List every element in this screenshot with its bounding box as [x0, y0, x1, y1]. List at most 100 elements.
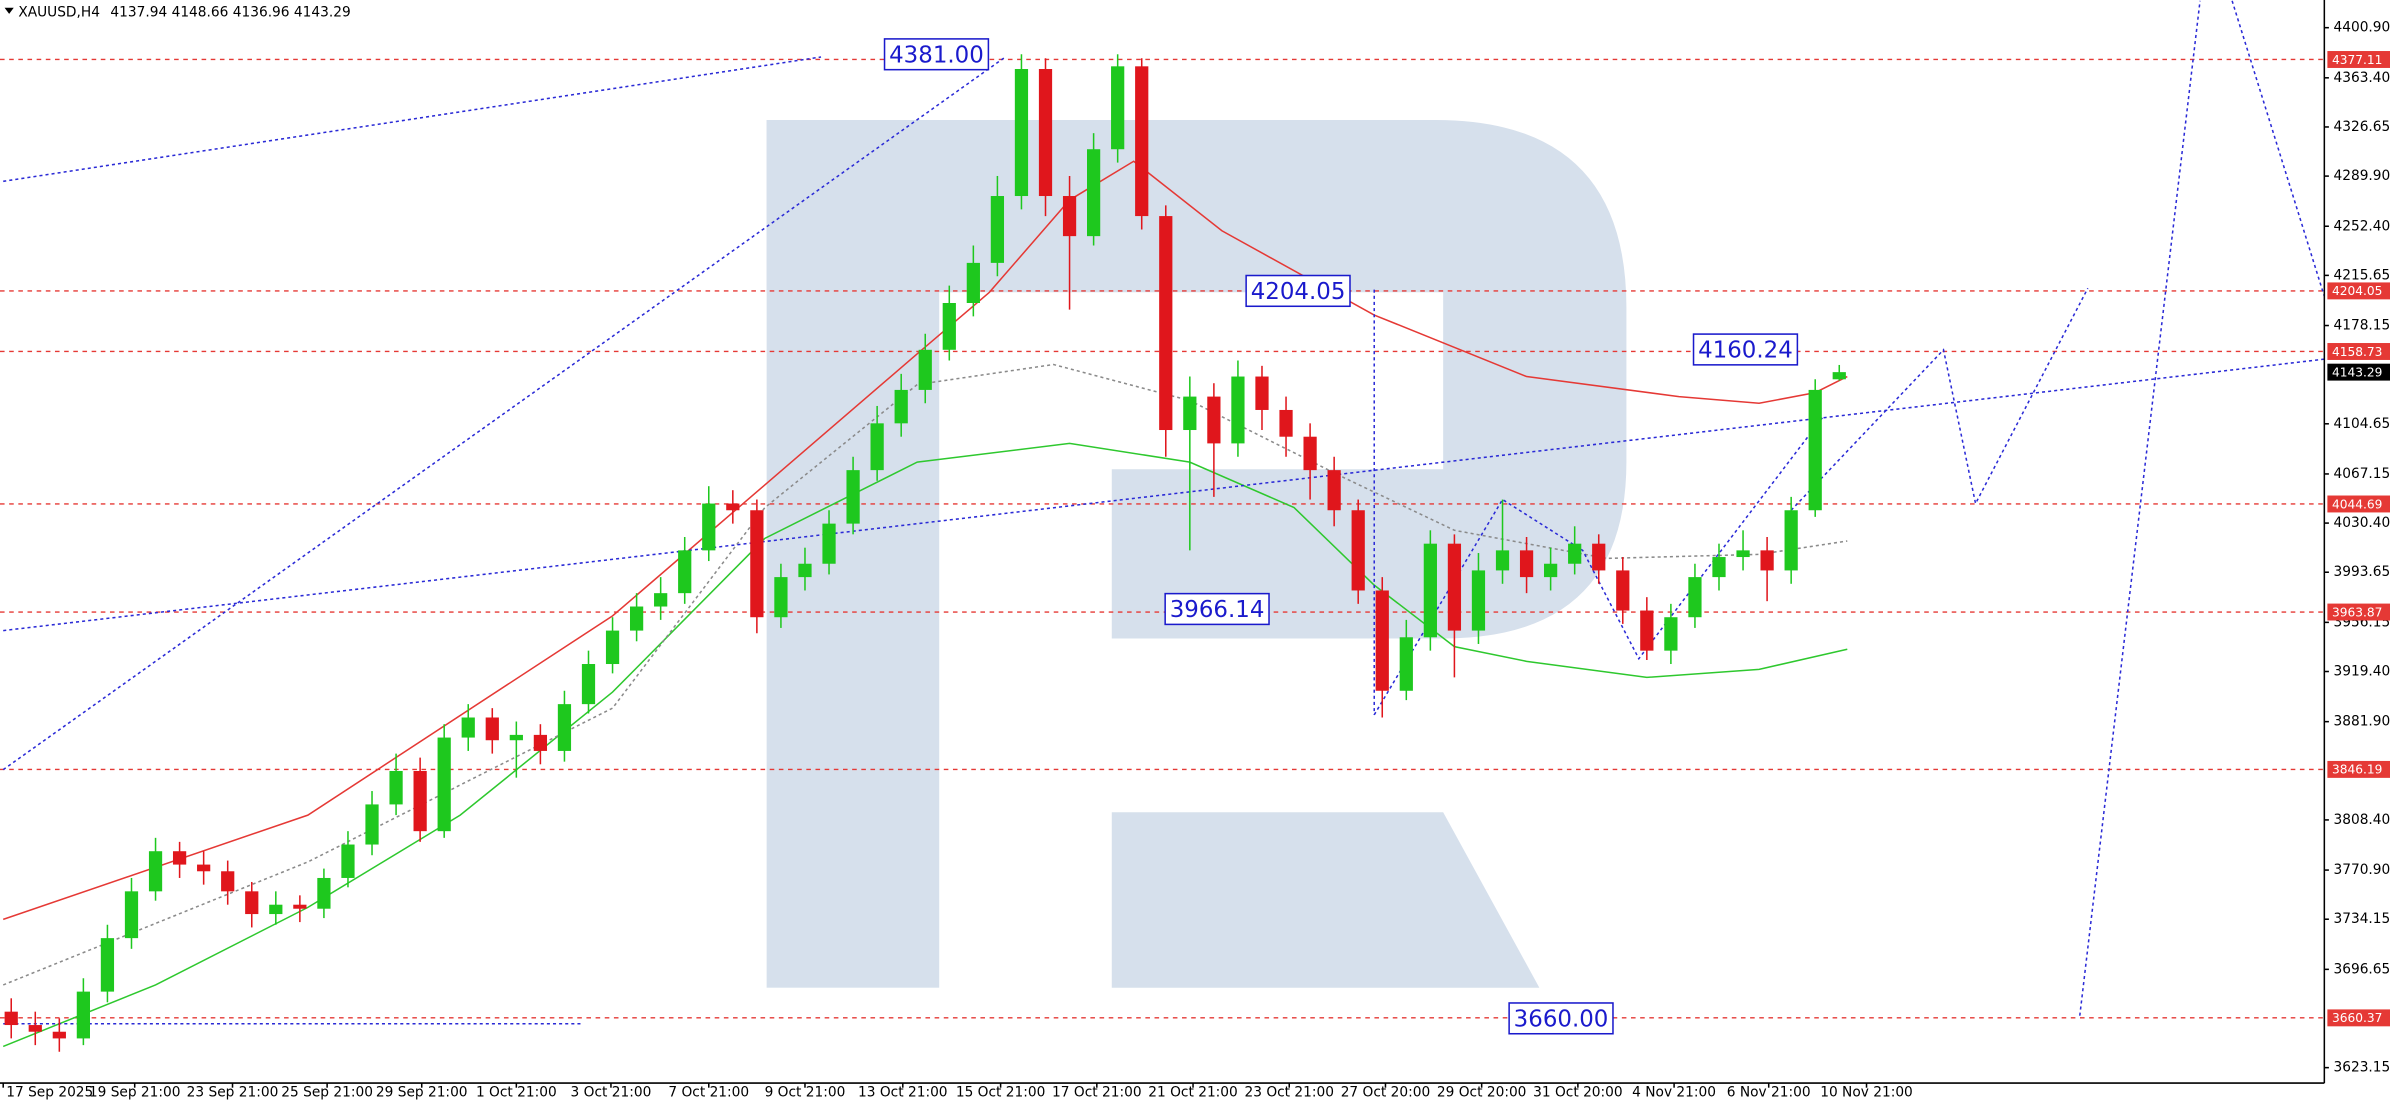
level-tag [2327, 1009, 2390, 1027]
plot-lines [0, 58, 2325, 1019]
y-tick-label: 3808.40 [2333, 812, 2390, 828]
x-tick-label: 23 Sep 21:00 [187, 1084, 279, 1100]
candle-body [1808, 389, 1822, 511]
candle-body [1832, 372, 1846, 380]
candle-body [1423, 543, 1437, 638]
candle-body [1159, 216, 1173, 431]
candle-body [870, 423, 884, 471]
axes: 4400.90 4363.40 4326.65 4289.90 4252.40 4215.… [2, 20, 2390, 1100]
candle-body [365, 804, 379, 845]
candle-body [629, 606, 644, 631]
candle-body [317, 877, 331, 909]
annotations: 4381.00 4204.05 4160.24 3966.14 3660.00 [883, 38, 1799, 1035]
y-tick-label: 3770.90 [2333, 862, 2390, 878]
candle-body [509, 734, 523, 741]
x-tick-label: 21 Oct 21:00 [1148, 1084, 1238, 1100]
symbol: XAUUSD,H4 [18, 4, 100, 20]
candle-body [1111, 66, 1125, 150]
level-label: 4158.73 [2332, 345, 2382, 359]
x-tick-label: 25 Sep 21:00 [281, 1084, 373, 1100]
annotation-label: 4204.05 [1251, 279, 1346, 305]
candle-body [654, 593, 668, 607]
candle-body [100, 938, 115, 992]
trend-line [2231, 0, 2325, 297]
watermark-leg [1111, 812, 1540, 988]
x-tick-label: 27 Oct 20:00 [1341, 1084, 1431, 1100]
candle-body [581, 664, 596, 705]
candle-body [172, 851, 187, 865]
y-tick-label: 4400.90 [2333, 20, 2390, 36]
price-tag-label: 4143.29 [2332, 365, 2382, 379]
candle-body [942, 302, 956, 350]
candle-body [822, 523, 836, 564]
level-label: 4204.05 [2332, 284, 2382, 298]
annotation-box [883, 38, 990, 71]
candle-body [197, 864, 211, 872]
annotation-box [1164, 592, 1270, 626]
candle-body [1736, 550, 1750, 558]
x-tick-label: 29 Oct 20:00 [1437, 1084, 1527, 1100]
candle-body [1640, 610, 1654, 651]
candle-body [1279, 409, 1293, 437]
candle-body [124, 891, 139, 939]
price-axis-bg [2324, 0, 2390, 1100]
level-label: 3660.37 [2332, 1011, 2382, 1025]
candle-body [1664, 617, 1678, 651]
candle-body [389, 770, 403, 805]
candle-body [437, 737, 451, 832]
plot [2, 0, 2325, 1052]
candle-body [1616, 570, 1630, 611]
candle-body [52, 1031, 66, 1039]
trend-line [2, 56, 1006, 771]
candle-body [894, 389, 908, 424]
y-tick-label: 4252.40 [2333, 218, 2390, 234]
x-tick-label: 17 Oct 21:00 [1052, 1084, 1142, 1100]
x-tick-label: 19 Sep 21:00 [89, 1084, 181, 1100]
candle-body [1207, 396, 1221, 444]
candle-body [269, 904, 283, 915]
y-tick-label: 3734.15 [2333, 911, 2390, 927]
header: XAUUSD,H4 4137.94 4148.66 4136.96 4143.2… [18, 4, 350, 20]
level-tag [2327, 282, 2390, 300]
candle-body [76, 991, 90, 1039]
candle-body [1062, 196, 1077, 237]
y-tick-label: 4326.65 [2333, 119, 2390, 135]
annotation-label: 3660.00 [1514, 1006, 1609, 1032]
level-tag [2327, 495, 2390, 513]
level-tag [2327, 343, 2390, 360]
candle-body [1014, 68, 1029, 197]
y-tick-label: 4363.40 [2333, 70, 2390, 86]
x-tick-label: 1 Oct 21:00 [476, 1084, 557, 1100]
moving-average [2, 160, 1848, 921]
candle-body [485, 717, 499, 741]
y-tick-label: 4178.15 [2333, 317, 2390, 333]
trend-line [1790, 287, 2089, 511]
candle-body [1519, 550, 1534, 578]
candle-body [918, 349, 932, 390]
candle-body [726, 503, 740, 511]
candle-body [221, 871, 235, 892]
x-tick-label: 7 Oct 21:00 [668, 1084, 749, 1100]
y-tick-label: 4215.65 [2333, 267, 2390, 283]
level-tag [2327, 51, 2390, 68]
candle-body [1087, 149, 1101, 237]
candle-body [678, 550, 692, 594]
candle-body [1688, 577, 1702, 618]
level-label: 4377.11 [2332, 53, 2382, 67]
moving-average [2, 442, 1848, 1048]
x-tick-label: 4 Nov 21:00 [1632, 1084, 1716, 1100]
ohlc-close: 4143.29 [294, 4, 351, 20]
annotation-label: 4160.24 [1698, 337, 1793, 363]
y-tick-label: 4104.65 [2333, 416, 2390, 432]
header-arrow [4, 7, 14, 14]
candle-body [557, 704, 572, 751]
candle-body [1495, 550, 1510, 571]
x-tick-label: 15 Oct 21:00 [956, 1084, 1046, 1100]
candle-body [4, 1011, 18, 1026]
candle-body [846, 470, 860, 524]
ohlc-high: 4148.66 [172, 4, 229, 20]
candle-body [28, 1025, 42, 1032]
candle-body [1568, 543, 1582, 564]
